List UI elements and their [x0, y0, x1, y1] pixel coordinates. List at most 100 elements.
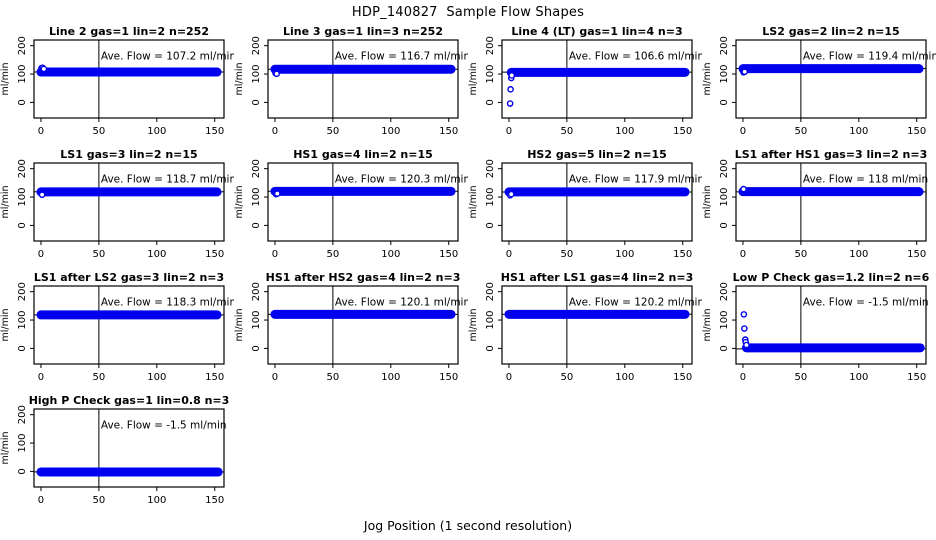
- x-tick-label: 150: [439, 249, 458, 260]
- y-tick-label: 0: [251, 99, 262, 105]
- data-point: [508, 72, 516, 79]
- y-tick-label: 0: [251, 345, 262, 351]
- average-flow-label: Ave. Flow = -1.5 ml/min: [803, 296, 929, 308]
- x-tick-label: 150: [205, 372, 224, 383]
- data-point: [40, 65, 48, 73]
- x-tick-label: 100: [615, 249, 634, 260]
- y-axis-label: ml/min: [468, 308, 479, 341]
- y-tick-label: 100: [719, 187, 730, 206]
- x-tick-label: 50: [795, 249, 808, 260]
- x-tick-label: 0: [740, 126, 746, 137]
- flow-panel: LS1 gas=3 lin=2 n=15 Ave. Flow = 118.7 ml…: [0, 148, 234, 260]
- plot-box: [267, 39, 459, 119]
- y-tick-label: 200: [17, 159, 28, 178]
- x-tick-label: 50: [93, 495, 106, 506]
- plot-box: [501, 39, 693, 119]
- plot-box: [33, 162, 225, 242]
- data-point: [741, 68, 748, 76]
- plot-box: [33, 285, 225, 365]
- x-tick-label: 0: [272, 372, 278, 383]
- flow-panel: HS1 after HS2 gas=4 lin=2 n=3 Ave. Flow =…: [234, 271, 468, 383]
- plot-box: [735, 162, 927, 242]
- data-point: [741, 325, 748, 332]
- panel-title: High P Check gas=1 lin=0.8 n=3: [29, 394, 230, 407]
- y-tick-label: 0: [251, 222, 262, 228]
- x-tick-label: 150: [205, 249, 224, 260]
- y-axis-label: ml/min: [702, 308, 713, 341]
- x-tick-label: 150: [205, 126, 224, 137]
- y-tick-label: 0: [485, 99, 496, 105]
- panel-title: HS1 gas=4 lin=2 n=15: [293, 148, 433, 161]
- x-tick-label: 100: [381, 126, 400, 137]
- y-tick-label: 200: [485, 36, 496, 55]
- y-tick-label: 200: [719, 282, 730, 301]
- x-tick-label: 0: [506, 372, 512, 383]
- x-tick-label: 0: [38, 495, 44, 506]
- x-tick-label: 0: [740, 372, 746, 383]
- flow-panel: HS1 gas=4 lin=2 n=15 Ave. Flow = 120.3 ml…: [234, 148, 468, 260]
- flow-panel: Line 3 gas=1 lin=3 n=252 Ave. Flow = 116.…: [234, 25, 468, 137]
- flow-panel: LS1 after LS2 gas=3 lin=2 n=3 Ave. Flow =…: [0, 271, 234, 383]
- average-flow-label: Ave. Flow = 120.2 ml/min: [569, 296, 702, 308]
- x-tick-label: 0: [272, 126, 278, 137]
- x-tick-label: 150: [907, 372, 926, 383]
- y-tick-label: 100: [485, 64, 496, 83]
- data-point: [507, 86, 514, 93]
- y-axis-label: ml/min: [702, 185, 713, 218]
- y-tick-label: 100: [251, 187, 262, 206]
- data-point: [273, 70, 280, 78]
- y-tick-label: 0: [17, 99, 28, 105]
- y-tick-label: 200: [17, 36, 28, 55]
- y-tick-label: 0: [17, 345, 28, 351]
- x-tick-label: 150: [673, 249, 692, 260]
- y-tick-label: 0: [485, 222, 496, 228]
- y-tick-label: 200: [485, 159, 496, 178]
- y-tick-label: 100: [17, 64, 28, 83]
- y-axis-label: ml/min: [234, 308, 245, 341]
- y-tick-label: 100: [485, 187, 496, 206]
- flow-panel: LS2 gas=2 lin=2 n=15 Ave. Flow = 119.4 ml…: [702, 25, 936, 137]
- panel-title: Line 3 gas=1 lin=3 n=252: [283, 25, 443, 38]
- x-tick-label: 50: [93, 372, 106, 383]
- flow-panel: Line 4 (LT) gas=1 lin=4 n=3 Ave. Flow = 1…: [468, 25, 702, 137]
- data-point: [740, 185, 747, 193]
- x-tick-label: 150: [673, 372, 692, 383]
- x-tick-label: 0: [506, 126, 512, 137]
- y-tick-label: 100: [719, 64, 730, 83]
- x-tick-label: 100: [615, 126, 634, 137]
- panel-title: LS1 gas=3 lin=2 n=15: [60, 148, 197, 161]
- x-tick-label: 100: [147, 126, 166, 137]
- x-tick-label: 100: [381, 372, 400, 383]
- y-axis-label: ml/min: [0, 308, 11, 341]
- y-tick-label: 0: [485, 345, 496, 351]
- panel-title: LS2 gas=2 lin=2 n=15: [762, 25, 899, 38]
- x-tick-label: 100: [849, 249, 868, 260]
- y-axis-label: ml/min: [468, 185, 479, 218]
- x-tick-label: 100: [849, 372, 868, 383]
- x-tick-label: 50: [795, 372, 808, 383]
- average-flow-label: Ave. Flow = 118.7 ml/min: [101, 173, 234, 185]
- panel-title: HS1 after HS2 gas=4 lin=2 n=3: [266, 271, 461, 284]
- flow-panel: Line 2 gas=1 lin=2 n=252 Ave. Flow = 107.…: [0, 25, 234, 137]
- average-flow-label: Ave. Flow = 118.3 ml/min: [101, 296, 234, 308]
- flow-panel: HS2 gas=5 lin=2 n=15 Ave. Flow = 117.9 ml…: [468, 148, 702, 260]
- x-tick-label: 50: [327, 126, 340, 137]
- y-tick-label: 100: [251, 64, 262, 83]
- y-tick-label: 200: [719, 159, 730, 178]
- x-tick-label: 50: [561, 126, 574, 137]
- panel-title: Low P Check gas=1.2 lin=2 n=6: [733, 271, 930, 284]
- plot-box: [501, 162, 693, 242]
- x-tick-label: 0: [740, 249, 746, 260]
- y-tick-label: 200: [17, 405, 28, 424]
- y-tick-label: 200: [485, 282, 496, 301]
- x-axis-label: Jog Position (1 second resolution): [363, 518, 573, 533]
- y-tick-label: 200: [251, 159, 262, 178]
- y-tick-label: 0: [719, 99, 730, 105]
- data-point: [273, 190, 281, 197]
- average-flow-label: Ave. Flow = 117.9 ml/min: [569, 173, 702, 185]
- x-tick-label: 0: [272, 249, 278, 260]
- flow-panel: Low P Check gas=1.2 lin=2 n=6 Ave. Flow =…: [702, 271, 930, 383]
- plot-box: [33, 408, 225, 488]
- x-tick-label: 100: [147, 249, 166, 260]
